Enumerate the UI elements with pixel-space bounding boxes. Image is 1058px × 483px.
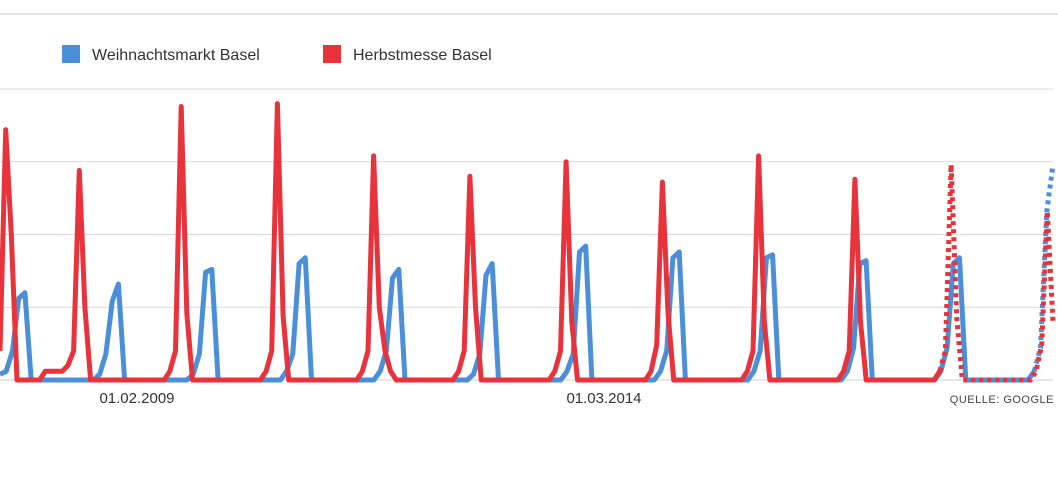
legend-label-herbstmesse: Herbstmesse Basel [353, 47, 492, 64]
legend-swatch-weihnachtsmarkt [62, 45, 80, 63]
legend-label-weihnachtsmarkt: Weihnachtsmarkt Basel [92, 47, 260, 64]
x-tick-label: 01.02.2009 [99, 390, 174, 407]
grid-lines [0, 88, 1053, 381]
x-axis: 01.02.2009 01.03.2014 [99, 390, 641, 407]
series-line-herbstmesse [0, 101, 942, 383]
series-line-projection-herbstmesse [937, 164, 1056, 383]
series-line-projection-weihnachtsmarkt [1031, 164, 1056, 372]
series-layer [0, 101, 1056, 383]
legend: Weihnachtsmarkt Basel Herbstmesse Basel [62, 45, 492, 64]
source-note: QUELLE: GOOGLE [950, 394, 1054, 406]
series-line-weihnachtsmarkt [0, 243, 1037, 383]
x-tick-label: 01.03.2014 [566, 390, 641, 407]
legend-swatch-herbstmesse [323, 45, 341, 63]
